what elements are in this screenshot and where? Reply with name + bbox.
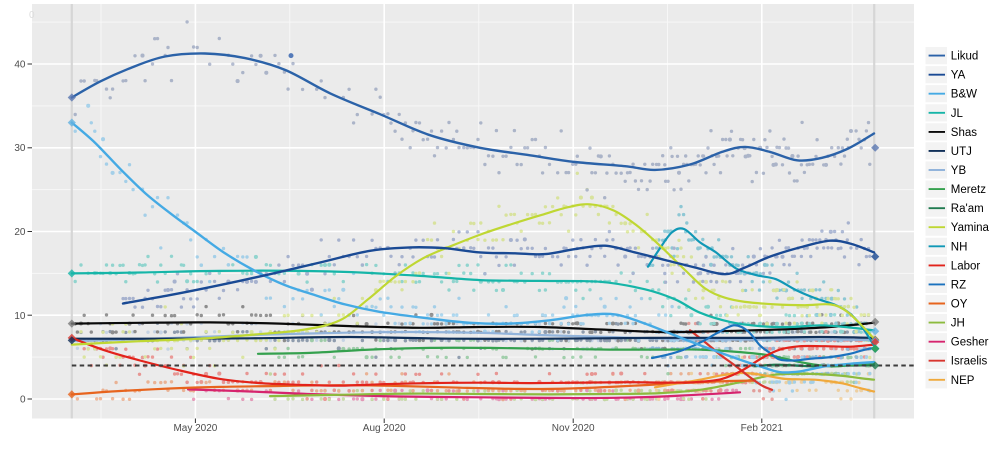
svg-text:0: 0: [20, 395, 26, 406]
svg-text:JH: JH: [951, 318, 965, 330]
svg-text:Likud: Likud: [951, 51, 979, 63]
svg-text:40: 40: [14, 60, 26, 71]
svg-text:Aug 2020: Aug 2020: [363, 423, 406, 434]
svg-text:NEP: NEP: [951, 375, 975, 387]
svg-text:20: 20: [14, 227, 26, 238]
svg-text:Yamina: Yamina: [951, 222, 990, 234]
svg-text:Nov 2020: Nov 2020: [552, 423, 595, 434]
svg-text:Shas: Shas: [951, 127, 977, 139]
svg-text:0: 0: [29, 10, 35, 21]
svg-text:UTJ: UTJ: [951, 146, 972, 158]
svg-text:B&W: B&W: [951, 89, 977, 101]
svg-text:JL: JL: [951, 108, 964, 120]
svg-text:Gesher: Gesher: [951, 337, 989, 349]
svg-text:10: 10: [14, 311, 26, 322]
svg-text:30: 30: [14, 143, 26, 154]
svg-text:Labor: Labor: [951, 260, 981, 272]
svg-text:Meretz: Meretz: [951, 184, 986, 196]
svg-text:YA: YA: [951, 70, 966, 82]
svg-text:RZ: RZ: [951, 279, 966, 291]
svg-text:NH: NH: [951, 241, 968, 253]
svg-text:Ra'am: Ra'am: [951, 203, 984, 215]
svg-text:Israelis: Israelis: [951, 356, 988, 368]
svg-text:OY: OY: [951, 299, 968, 311]
svg-text:Feb 2021: Feb 2021: [741, 423, 784, 434]
svg-text:May 2020: May 2020: [173, 423, 217, 434]
svg-text:YB: YB: [951, 165, 967, 177]
